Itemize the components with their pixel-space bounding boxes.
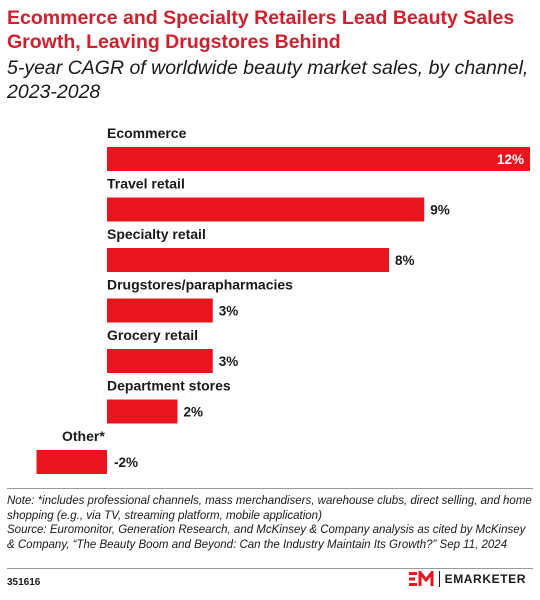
em-logo-icon — [408, 571, 434, 586]
brand-logo: EMARKETER — [408, 571, 526, 587]
bar — [107, 147, 530, 171]
category-label: Ecommerce — [107, 125, 187, 141]
data-label: 9% — [430, 203, 450, 218]
brand-name: EMARKETER — [444, 572, 526, 586]
data-label: 8% — [395, 253, 415, 268]
category-label: Department stores — [107, 378, 231, 394]
category-label: Drugstores/parapharmacies — [107, 277, 293, 293]
brand-separator — [438, 571, 440, 587]
source-text: Source: Euromonitor, Generation Research… — [7, 524, 526, 551]
bar — [107, 298, 213, 323]
footer-divider — [7, 488, 533, 489]
bar — [107, 399, 178, 424]
data-label: -2% — [114, 455, 138, 470]
footer-divider-bottom — [7, 568, 533, 569]
bar — [107, 197, 425, 222]
chart-id: 351616 — [7, 577, 41, 588]
category-label: Other* — [62, 428, 105, 444]
category-label: Travel retail — [107, 176, 185, 192]
chart-subtitle: 5-year CAGR of worldwide beauty market s… — [7, 57, 529, 103]
footer-notes: Note: *includes professional channels, m… — [7, 494, 533, 552]
data-label: 12% — [497, 152, 524, 167]
data-label: 3% — [219, 304, 239, 319]
bar-chart: Ecommerce 12% Travel retail 9% Specialty ret… — [36, 125, 530, 474]
chart-title: Ecommerce and Specialty Retailers Lead B… — [7, 7, 515, 53]
data-label: 3% — [219, 354, 239, 369]
bar — [107, 349, 213, 373]
bar — [36, 450, 107, 474]
category-label: Grocery retail — [107, 327, 198, 343]
data-label: 2% — [184, 405, 204, 420]
bar — [107, 248, 389, 272]
category-label: Specialty retail — [107, 226, 206, 242]
footnote: Note: *includes professional channels, m… — [7, 495, 532, 522]
